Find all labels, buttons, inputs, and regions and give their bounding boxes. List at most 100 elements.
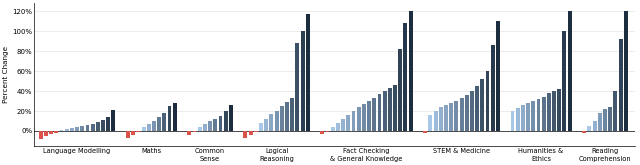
Bar: [306, 14, 310, 131]
Bar: [351, 111, 355, 131]
Bar: [106, 117, 110, 131]
Bar: [168, 106, 172, 131]
Bar: [624, 11, 628, 131]
Bar: [264, 119, 268, 131]
Bar: [65, 129, 68, 131]
Bar: [552, 91, 556, 131]
Bar: [557, 89, 561, 131]
Bar: [486, 71, 490, 131]
Bar: [439, 107, 443, 131]
Bar: [388, 88, 392, 131]
Bar: [372, 98, 376, 131]
Bar: [296, 43, 300, 131]
Bar: [152, 121, 156, 131]
Y-axis label: Percent Change: Percent Change: [3, 46, 10, 103]
Bar: [588, 126, 591, 131]
Bar: [383, 91, 387, 131]
Bar: [547, 93, 551, 131]
Bar: [582, 131, 586, 133]
Bar: [619, 39, 623, 131]
Bar: [91, 124, 95, 131]
Bar: [491, 45, 495, 131]
Bar: [536, 99, 540, 131]
Bar: [608, 107, 612, 131]
Bar: [398, 49, 402, 131]
Bar: [403, 23, 408, 131]
Bar: [346, 115, 350, 131]
Bar: [49, 131, 53, 134]
Bar: [362, 104, 366, 131]
Bar: [44, 131, 48, 136]
Bar: [521, 105, 525, 131]
Bar: [301, 31, 305, 131]
Bar: [470, 91, 474, 131]
Bar: [393, 85, 397, 131]
Bar: [141, 127, 145, 131]
Bar: [336, 123, 340, 131]
Bar: [224, 111, 228, 131]
Bar: [444, 105, 448, 131]
Bar: [423, 131, 427, 133]
Bar: [280, 106, 284, 131]
Bar: [54, 131, 58, 133]
Bar: [213, 119, 217, 131]
Bar: [511, 111, 515, 131]
Bar: [229, 105, 233, 131]
Bar: [111, 110, 115, 131]
Bar: [428, 115, 433, 131]
Bar: [526, 103, 530, 131]
Bar: [434, 111, 438, 131]
Bar: [75, 127, 79, 131]
Bar: [80, 126, 84, 131]
Bar: [481, 79, 484, 131]
Bar: [531, 101, 535, 131]
Bar: [131, 131, 135, 135]
Bar: [341, 119, 345, 131]
Bar: [603, 109, 607, 131]
Bar: [598, 113, 602, 131]
Bar: [409, 11, 413, 131]
Bar: [254, 131, 258, 132]
Bar: [290, 98, 294, 131]
Bar: [101, 120, 105, 131]
Bar: [496, 21, 500, 131]
Bar: [269, 114, 273, 131]
Bar: [157, 117, 161, 131]
Bar: [147, 124, 150, 131]
Bar: [188, 131, 191, 135]
Bar: [259, 123, 263, 131]
Bar: [136, 131, 140, 132]
Bar: [86, 125, 90, 131]
Bar: [454, 101, 458, 131]
Bar: [321, 131, 324, 134]
Bar: [60, 130, 63, 131]
Bar: [96, 122, 100, 131]
Bar: [163, 113, 166, 131]
Bar: [563, 31, 566, 131]
Bar: [193, 131, 196, 132]
Bar: [568, 11, 572, 131]
Bar: [465, 95, 468, 131]
Bar: [275, 111, 278, 131]
Bar: [243, 131, 247, 138]
Bar: [218, 116, 223, 131]
Bar: [449, 103, 453, 131]
Bar: [541, 97, 546, 131]
Bar: [516, 108, 520, 131]
Bar: [70, 128, 74, 131]
Bar: [613, 91, 618, 131]
Bar: [593, 121, 596, 131]
Bar: [285, 102, 289, 131]
Bar: [356, 107, 360, 131]
Bar: [475, 86, 479, 131]
Bar: [126, 131, 130, 138]
Bar: [208, 121, 212, 131]
Bar: [39, 131, 43, 139]
Bar: [249, 131, 253, 135]
Bar: [460, 98, 463, 131]
Bar: [198, 127, 202, 131]
Bar: [203, 124, 207, 131]
Bar: [367, 101, 371, 131]
Bar: [378, 94, 381, 131]
Bar: [331, 127, 335, 131]
